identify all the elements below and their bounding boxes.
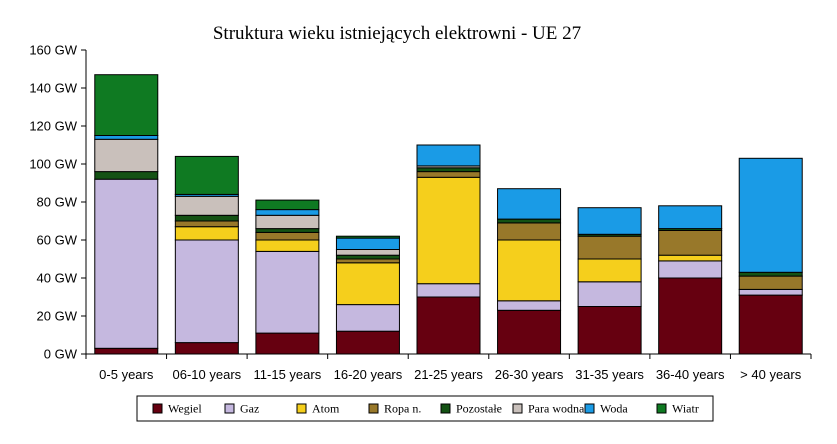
bar-atom-21-25-years: [416, 176, 481, 285]
bar-wegiel-11-15-years: [255, 332, 320, 355]
bar-wegiel-06-10-years: [174, 342, 239, 355]
bar-wiatr-0-5-years: [94, 74, 159, 136]
bar-pozosta-e-21-25-years: [416, 167, 481, 173]
bar-atom-16-20-years: [335, 262, 400, 306]
bar-ropa-n-16-20-years: [335, 258, 400, 264]
y-tick-label: 60 GW: [37, 233, 78, 248]
bar-gaz-26-30-years: [497, 300, 562, 311]
legend-swatch-wegiel: [152, 403, 163, 414]
x-tick-label: 36-40 years: [656, 367, 725, 382]
bar-para-wodna-0-5-years: [94, 138, 159, 173]
y-tick-label: 0 GW: [44, 347, 78, 362]
bar-gaz-0-5-years: [94, 178, 159, 349]
legend-label-ropa-n: Ropa n.: [384, 402, 421, 416]
y-tick-label: 160 GW: [29, 43, 77, 58]
y-tick-label: 100 GW: [29, 157, 77, 172]
bar-gaz-31-35-years: [577, 281, 642, 307]
bar-para-wodna-11-15-years: [255, 214, 320, 230]
bar-woda-0-5-years: [94, 135, 159, 140]
legend-label-wegiel: Wegiel: [168, 402, 202, 416]
axes: 0 GW 20 GW 40 GW 60 GW 80 GW 100 GW 120 GW 140 …: [29, 43, 812, 382]
bar-wegiel-36-40-years: [658, 277, 723, 355]
legend-swatch-pozosta-e: [440, 403, 451, 414]
y-tick-label: 120 GW: [29, 119, 77, 134]
bar-woda-16-20-years: [335, 237, 400, 251]
bar-ropa-n-26-30-years: [497, 222, 562, 241]
x-tick-label: > 40 years: [740, 367, 802, 382]
legend-swatch-para-wodna: [512, 403, 523, 414]
legend-swatch-woda: [584, 403, 595, 414]
x-tick-label: 06-10 years: [173, 367, 242, 382]
x-tick-label: 0-5 years: [99, 367, 154, 382]
bar-gaz-11-15-years: [255, 250, 320, 334]
bar-wiatr-16-20-years: [335, 235, 400, 239]
bar-ropa-n-11-15-years: [255, 231, 320, 241]
bar-woda-21-25-years: [416, 144, 481, 167]
bar-gaz-16-20-years: [335, 304, 400, 332]
bar-para-wodna-16-20-years: [335, 249, 400, 256]
legend-label-pozosta-e: Pozostałe: [456, 402, 502, 416]
x-tick-label: 16-20 years: [334, 367, 403, 382]
x-tick-label: 26-30 years: [495, 367, 564, 382]
bar-wegiel-31-35-years: [577, 306, 642, 355]
bar-pozosta-e-16-20-years: [335, 254, 400, 260]
bar-woda-11-15-years: [255, 209, 320, 216]
legend-label-atom: Atom: [312, 402, 340, 416]
bar-atom-26-30-years: [497, 239, 562, 302]
legend-label-gaz: Gaz: [240, 402, 259, 416]
bar-wegiel-0-5-years: [94, 347, 159, 355]
legend-swatch-atom: [296, 403, 307, 414]
bar-atom-06-10-years: [174, 226, 239, 241]
bar-pozosta-e-06-10-years: [174, 214, 239, 222]
bar-pozosta-e-26-30-years: [497, 218, 562, 224]
bar-pozosta-e-40-years: [738, 271, 803, 277]
y-tick-label: 20 GW: [37, 309, 78, 324]
legend-swatch-wiatr: [656, 403, 667, 414]
y-tick-label: 40 GW: [37, 271, 78, 286]
bar-pozosta-e-11-15-years: [255, 228, 320, 233]
bar-wegiel-26-30-years: [497, 309, 562, 355]
bar-woda-36-40-years: [658, 205, 723, 230]
bar-atom-36-40-years: [658, 254, 723, 262]
legend: Wegiel Gaz Atom Ropa n. Pozostałe Para wodna W…: [136, 395, 714, 422]
legend-swatch-gaz: [224, 403, 235, 414]
bar-pozosta-e-0-5-years: [94, 171, 159, 180]
bar-gaz-36-40-years: [658, 260, 723, 279]
bar-wegiel-16-20-years: [335, 330, 400, 355]
legend-label-wiatr: Wiatr: [672, 402, 699, 416]
bar-ropa-n-36-40-years: [658, 230, 723, 256]
bar-ropa-n-40-years: [738, 275, 803, 290]
x-tick-label: 21-25 years: [414, 367, 483, 382]
y-tick-label: 80 GW: [37, 195, 78, 210]
bar-ropa-n-06-10-years: [174, 220, 239, 228]
bar-gaz-06-10-years: [174, 239, 239, 344]
legend-label-woda: Woda: [600, 402, 628, 416]
bar-gaz-21-25-years: [416, 283, 481, 298]
bar-gaz-40-years: [738, 288, 803, 296]
x-tick-label: 11-15 years: [254, 367, 322, 382]
chart-title: Struktura wieku istniejących elektrowni …: [213, 23, 581, 44]
bar-wegiel-21-25-years: [416, 296, 481, 355]
bar-woda-26-30-years: [497, 188, 562, 220]
bar-woda-31-35-years: [577, 207, 642, 235]
bar-wiatr-11-15-years: [255, 199, 320, 211]
bar-ropa-n-21-25-years: [416, 171, 481, 178]
x-tick-label: 31-35 years: [575, 367, 644, 382]
bar-wegiel-40-years: [738, 294, 803, 355]
bar-atom-11-15-years: [255, 239, 320, 252]
y-tick-label: 140 GW: [29, 81, 77, 96]
bar-woda-40-years: [738, 157, 803, 273]
bars: [94, 74, 803, 355]
legend-label-para-wodna: Para wodna: [528, 402, 585, 416]
bar-para-wodna-06-10-years: [174, 195, 239, 216]
bar-wiatr-06-10-years: [174, 155, 239, 195]
bar-ropa-n-31-35-years: [577, 235, 642, 260]
bar-atom-31-35-years: [577, 258, 642, 283]
legend-swatch-ropa-n: [368, 403, 379, 414]
